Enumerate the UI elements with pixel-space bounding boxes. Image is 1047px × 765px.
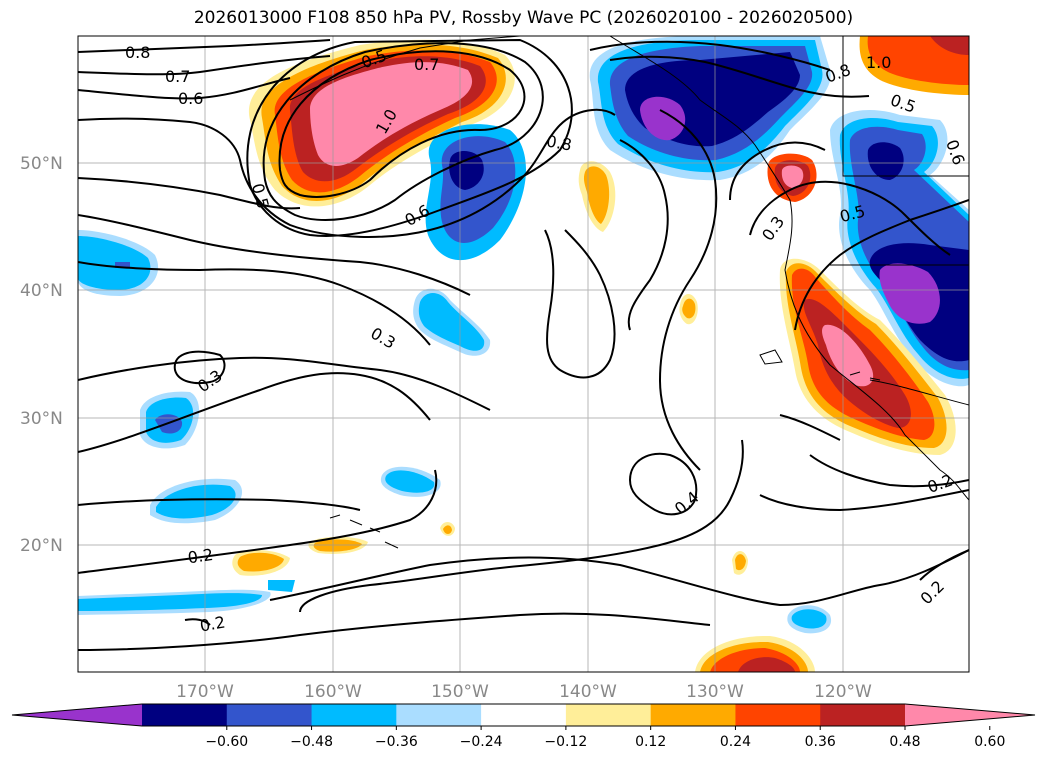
svg-text:0.2: 0.2 bbox=[187, 545, 215, 567]
colorbar-tick-label: −0.24 bbox=[460, 734, 503, 750]
graticule bbox=[78, 36, 969, 672]
colorbar-outline bbox=[11, 703, 1036, 727]
svg-text:1.0: 1.0 bbox=[866, 53, 891, 72]
colorbar-segment bbox=[735, 704, 821, 726]
lon-label: 140°W bbox=[559, 682, 617, 702]
colorbar-segment bbox=[565, 704, 652, 726]
colorbar-segment bbox=[650, 704, 736, 726]
lat-label: 50°N bbox=[20, 154, 63, 174]
plot-title: 2026013000 F108 850 hPa PV, Rossby Wave … bbox=[193, 8, 854, 28]
svg-text:0.2: 0.2 bbox=[198, 612, 226, 635]
colorbar-tick-label: 0.12 bbox=[635, 734, 666, 750]
lon-label: 170°W bbox=[176, 682, 234, 702]
lat-label: 40°N bbox=[20, 281, 63, 301]
colorbar-segment bbox=[311, 704, 397, 726]
colorbar-tick-label: −0.12 bbox=[544, 734, 587, 750]
lon-label: 120°W bbox=[814, 682, 872, 702]
colorbar-tick-label: 0.24 bbox=[720, 734, 751, 750]
colorbar-segment bbox=[481, 704, 567, 726]
colorbar-min-extend bbox=[12, 704, 142, 726]
svg-text:0.8: 0.8 bbox=[125, 43, 150, 62]
lon-label: 150°W bbox=[431, 682, 489, 702]
lon-label: 160°W bbox=[304, 682, 362, 702]
colorbar-segment bbox=[820, 704, 906, 726]
lat-label: 30°N bbox=[20, 409, 63, 429]
colorbar-tick-label: −0.60 bbox=[205, 734, 248, 750]
colorbar-segment bbox=[142, 704, 228, 726]
colorbar-tick-label: −0.48 bbox=[290, 734, 333, 750]
lon-labels: 170°W 160°W 150°W 140°W 130°W 120°W bbox=[176, 682, 872, 702]
lon-label: 130°W bbox=[686, 682, 744, 702]
pv-contours bbox=[78, 38, 969, 651]
coastlines bbox=[289, 36, 969, 549]
colorbar-segment bbox=[396, 704, 482, 726]
svg-text:0.6: 0.6 bbox=[178, 89, 203, 108]
colorbar-segment bbox=[226, 704, 313, 726]
svg-text:0.8: 0.8 bbox=[545, 131, 573, 154]
svg-text:0.7: 0.7 bbox=[414, 55, 439, 74]
colorbar-tick-label: 0.60 bbox=[974, 734, 1005, 750]
colorbar-tick-label: −0.36 bbox=[375, 734, 418, 750]
map-border bbox=[77, 35, 970, 673]
svg-text:0.7: 0.7 bbox=[165, 67, 190, 86]
lat-label: 20°N bbox=[20, 536, 63, 556]
colorbar-tick-label: 0.36 bbox=[805, 734, 836, 750]
colorbar-max-extend bbox=[905, 704, 1035, 726]
colorbar: −0.60 −0.48 −0.36 −0.24 −0.12 0.12 0.24 0.36 0.4… bbox=[11, 703, 1036, 750]
colorbar-tick-label: 0.48 bbox=[889, 734, 920, 750]
lat-labels: 50°N 40°N 30°N 20°N bbox=[20, 154, 63, 556]
